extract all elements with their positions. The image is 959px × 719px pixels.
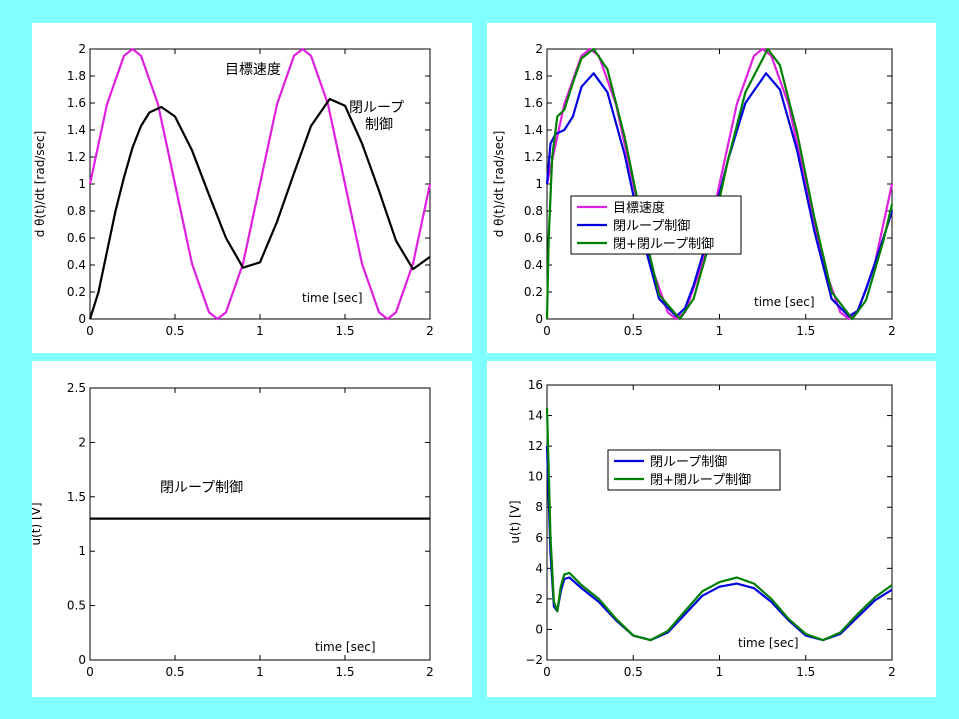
y-tick-label: 14 [528, 409, 543, 423]
y-axis-label: u(t) [V] [508, 500, 522, 543]
y-tick-label: 1.4 [524, 123, 543, 137]
y-tick-label: −2 [525, 653, 543, 667]
y-tick-label: 0.4 [67, 258, 86, 272]
series-line-1 [88, 97, 431, 320]
x-tick-label: 1.5 [796, 324, 815, 338]
y-tick-label: 1.8 [524, 69, 543, 83]
plot-frame [89, 387, 431, 661]
plot-frame [546, 384, 893, 661]
series-line-0 [88, 47, 432, 321]
y-tick-label: 10 [528, 470, 543, 484]
legend-label: 閉ループ制御 [650, 455, 727, 470]
legend-box [607, 449, 781, 491]
y-tick-label: 1 [78, 177, 86, 191]
x-tick-label: 0.5 [165, 665, 184, 679]
y-tick-label: 0.8 [67, 204, 86, 218]
chart-panel-input-closed-loop: 0 0.5 1 1.5 2 0 0.5 1 1.5 2 2.5 time [sec] u(t) [V] 閉… [32, 361, 472, 697]
annotation-text: 制御 [365, 117, 393, 133]
y-tick-label: 1.5 [67, 490, 86, 504]
y-tick-label: 12 [528, 439, 543, 453]
y-tick-label: 2 [535, 592, 543, 606]
y-tick-label: 0.4 [524, 258, 543, 272]
input-chart-svg: 0 0.5 1 1.5 2 0 0.5 1 1.5 2 2.5 time [sec] u(t) [V] 閉… [32, 381, 434, 679]
x-tick-label: 2 [888, 665, 896, 679]
x-tick-label: 0 [543, 665, 551, 679]
y-axis-label: d θ(t)/dt [rad/sec] [33, 131, 47, 238]
y-tick-label: 1.4 [67, 123, 86, 137]
x-tick-label: 0.5 [624, 665, 643, 679]
y-tick-label: 4 [535, 561, 543, 575]
y-tick-label: 2 [78, 42, 86, 56]
x-tick-label: 0.5 [624, 324, 643, 338]
chart-panel-velocity-closed-loop: 0 0.5 1 1.5 2 0 0.2 0.4 0.6 0.8 1 1.2 1.4 1.6 1.8 2 time… [32, 23, 472, 353]
y-tick-label: 0.5 [67, 599, 86, 613]
y-axis-label: u(t) [V] [32, 502, 43, 545]
x-axis-label: time [sec] [315, 640, 376, 654]
y-tick-label: 0.8 [524, 204, 543, 218]
legend-label: 目標速度 [613, 200, 665, 216]
x-tick-label: 2 [426, 665, 434, 679]
x-tick-label: 1.5 [796, 665, 815, 679]
y-tick-label: 1.6 [524, 96, 543, 110]
legend-label: 閉+閉ループ制御 [650, 473, 751, 488]
y-tick-label: 0 [78, 312, 86, 326]
y-tick-label: 0.2 [524, 285, 543, 299]
x-tick-label: 1 [256, 324, 264, 338]
y-tick-label: 1.8 [67, 69, 86, 83]
x-tick-label: 0 [543, 324, 551, 338]
y-tick-label: 1 [78, 544, 86, 558]
x-tick-label: 1.5 [335, 665, 354, 679]
legend-label: 閉ループ制御 [613, 219, 690, 234]
legend-label: 閉+閉ループ制御 [613, 237, 714, 252]
annotation-text: 閉ループ [349, 100, 404, 116]
y-tick-label: 8 [535, 500, 543, 514]
x-tick-label: 1.5 [335, 324, 354, 338]
series-line-1 [545, 407, 893, 642]
chart-panel-velocity-comparison: 0 0.5 1 1.5 2 0 0.2 0.4 0.6 0.8 1 1.2 1.4 1.6 1.8 2 time… [487, 23, 936, 353]
y-tick-label: 6 [535, 531, 543, 545]
x-axis-label: time [sec] [754, 295, 815, 309]
annotation-text: 目標速度 [225, 62, 281, 78]
y-tick-label: 2.5 [67, 381, 86, 395]
x-tick-label: 2 [426, 324, 434, 338]
x-tick-label: 0 [86, 324, 94, 338]
series-line-2 [545, 47, 894, 321]
x-tick-label: 0.5 [165, 324, 184, 338]
x-tick-label: 1 [716, 324, 724, 338]
y-tick-label: 0.6 [524, 231, 543, 245]
y-tick-label: 16 [528, 378, 543, 392]
y-tick-label: 1 [535, 177, 543, 191]
y-tick-label: 1.2 [524, 150, 543, 164]
velocity-chart-svg: 0 0.5 1 1.5 2 0 0.2 0.4 0.6 0.8 1 1.2 1.4 1.6 1.8 2 time… [33, 42, 434, 338]
x-tick-label: 1 [716, 665, 724, 679]
x-axis-label: time [sec] [302, 291, 363, 305]
y-axis-label: d θ(t)/dt [rad/sec] [492, 131, 506, 238]
series-line-0 [545, 47, 894, 321]
y-tick-label: 0.6 [67, 231, 86, 245]
chart-panel-input-comparison: 0 0.5 1 1.5 2 −2 0 2 4 6 8 10 12 14 16 time [sec] u(t) [… [487, 361, 936, 697]
x-axis-label: time [sec] [738, 636, 799, 650]
y-tick-label: 0 [535, 622, 543, 636]
y-tick-label: 0 [78, 653, 86, 667]
annotation-text: 閉ループ制御 [160, 480, 243, 496]
y-tick-label: 1.2 [67, 150, 86, 164]
x-tick-label: 1 [256, 665, 264, 679]
y-tick-label: 0 [535, 312, 543, 326]
y-tick-label: 1.6 [67, 96, 86, 110]
x-tick-label: 0 [86, 665, 94, 679]
y-tick-label: 0.2 [67, 285, 86, 299]
y-tick-label: 2 [78, 435, 86, 449]
y-tick-label: 2 [535, 42, 543, 56]
x-tick-label: 2 [888, 324, 896, 338]
velocity-comparison-chart-svg: 0 0.5 1 1.5 2 0 0.2 0.4 0.6 0.8 1 1.2 1.4 1.6 1.8 2 time… [492, 42, 896, 338]
series-line-1 [545, 72, 894, 318]
